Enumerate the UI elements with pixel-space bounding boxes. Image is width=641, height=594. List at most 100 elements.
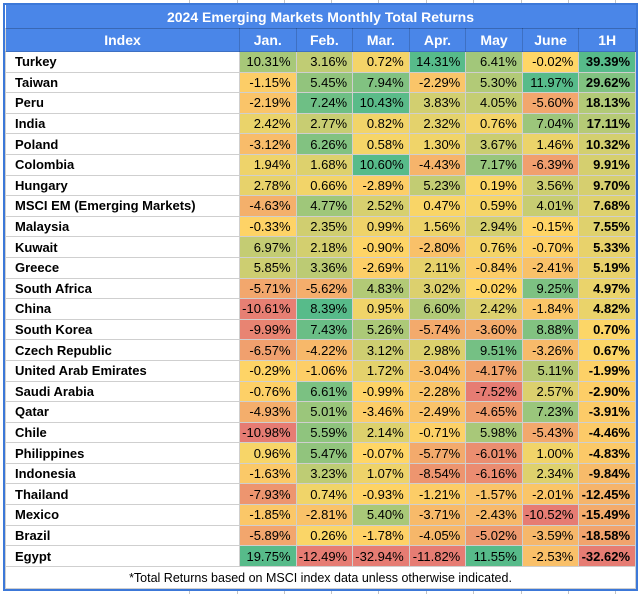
table-row: Malaysia -0.33% 2.35% 0.99% 1.56% 2.94% -0.15%…: [5, 215, 636, 238]
gridline-tick: [331, 591, 332, 594]
monthly-return-cell: -6.01%: [465, 442, 523, 464]
monthly-return-cell: -2.89%: [352, 174, 410, 197]
monthly-return-cell: 1.72%: [352, 359, 410, 382]
monthly-return-cell: -5.71%: [239, 277, 297, 300]
monthly-return-cell: 8.39%: [295, 298, 354, 320]
row-label: Egypt: [5, 545, 240, 567]
monthly-return-cell: -2.41%: [521, 256, 580, 279]
monthly-return-cell: 5.85%: [239, 256, 297, 279]
monthly-return-cell: 4.05%: [465, 92, 523, 114]
monthly-return-cell: 0.74%: [295, 483, 354, 506]
table-row: Egypt 19.75% -12.49% -32.94% -11.82% 11.55% -2…: [5, 545, 636, 567]
monthly-return-cell: -0.84%: [465, 256, 523, 279]
monthly-return-cell: -0.33%: [239, 215, 297, 238]
monthly-return-cell: 0.76%: [465, 112, 523, 135]
returns-table-frame: 2024 Emerging Markets Monthly Total Retu…: [3, 3, 638, 591]
monthly-return-cell: 0.72%: [352, 51, 410, 73]
monthly-return-cell: -0.15%: [521, 215, 580, 238]
monthly-return-cell: 1.46%: [521, 133, 580, 155]
monthly-return-cell: -4.65%: [465, 401, 523, 423]
total-return-cell: -12.45%: [578, 483, 636, 506]
monthly-return-cell: 7.94%: [352, 71, 410, 94]
monthly-return-cell: -3.59%: [521, 524, 580, 547]
monthly-return-cell: 3.56%: [521, 174, 580, 197]
total-return-cell: 5.33%: [578, 236, 636, 258]
row-label: Saudi Arabia: [5, 380, 240, 403]
monthly-return-cell: -8.54%: [408, 462, 467, 485]
monthly-return-cell: -4.63%: [239, 195, 297, 217]
total-return-cell: -9.84%: [578, 462, 636, 485]
monthly-return-cell: -3.26%: [521, 339, 580, 361]
monthly-return-cell: -0.02%: [521, 51, 580, 73]
monthly-return-cell: -6.57%: [239, 339, 297, 361]
monthly-return-cell: 2.94%: [465, 215, 523, 238]
monthly-return-cell: -5.62%: [295, 277, 354, 300]
monthly-return-cell: -2.49%: [408, 401, 467, 423]
gridline-tick: [568, 591, 569, 594]
table-row: Thailand -7.93% 0.74% -0.93% -1.21% -1.57% -2.…: [5, 483, 636, 506]
gridline-tick: [331, 0, 332, 3]
table-row: Mexico -1.85% -2.81% 5.40% -3.71% -2.43% -10.5…: [5, 504, 636, 526]
monthly-return-cell: 10.60%: [352, 153, 410, 176]
monthly-return-cell: -0.29%: [239, 359, 297, 382]
monthly-return-cell: 4.01%: [521, 195, 580, 217]
monthly-return-cell: -4.05%: [408, 524, 467, 547]
total-return-cell: -15.49%: [578, 504, 636, 526]
monthly-return-cell: 0.19%: [465, 174, 523, 197]
total-return-cell: 39.39%: [578, 51, 636, 73]
row-label: Czech Republic: [5, 339, 240, 361]
column-header-1h: 1H: [578, 28, 636, 52]
table-row: Indonesia -1.63% 3.23% 1.07% -8.54% -6.16% 2.3…: [5, 462, 636, 485]
table-row: Kuwait 6.97% 2.18% -0.90% -2.80% 0.76% -0.70% 5…: [5, 236, 636, 258]
monthly-return-cell: 5.59%: [295, 421, 354, 444]
monthly-return-cell: 2.35%: [295, 215, 354, 238]
monthly-return-cell: -0.70%: [521, 236, 580, 258]
total-return-cell: -32.62%: [578, 545, 636, 567]
monthly-return-cell: 1.30%: [408, 133, 467, 155]
table-row: Greece 5.85% 3.36% -2.69% 2.11% -0.84% -2.41% 5…: [5, 256, 636, 279]
monthly-return-cell: 5.11%: [521, 359, 580, 382]
row-label: Chile: [5, 421, 240, 444]
column-header-jan: Jan.: [239, 28, 297, 52]
monthly-return-cell: 2.18%: [295, 236, 354, 258]
monthly-return-cell: 5.98%: [465, 421, 523, 444]
table-row: Colombia 1.94% 1.68% 10.60% -4.43% 7.17% -6.39…: [5, 153, 636, 176]
monthly-return-cell: 2.42%: [239, 112, 297, 135]
monthly-return-cell: -0.90%: [352, 236, 410, 258]
monthly-return-cell: 1.00%: [521, 442, 580, 464]
monthly-return-cell: 14.31%: [408, 51, 467, 73]
monthly-return-cell: 0.66%: [295, 174, 354, 197]
monthly-return-cell: 5.01%: [295, 401, 354, 423]
table-row: Poland -3.12% 6.26% 0.58% 1.30% 3.67% 1.46% 10.…: [5, 133, 636, 155]
monthly-return-cell: 2.77%: [295, 112, 354, 135]
monthly-return-cell: 5.23%: [408, 174, 467, 197]
row-label: United Arab Emirates: [5, 359, 240, 382]
monthly-return-cell: -10.61%: [239, 298, 297, 320]
gridline-tick: [284, 0, 285, 3]
monthly-return-cell: -7.93%: [239, 483, 297, 506]
monthly-return-cell: 2.57%: [521, 380, 580, 403]
monthly-return-cell: 5.30%: [465, 71, 523, 94]
monthly-return-cell: -10.98%: [239, 421, 297, 444]
monthly-return-cell: -5.60%: [521, 92, 580, 114]
monthly-return-cell: 6.97%: [239, 236, 297, 258]
total-return-cell: 4.82%: [578, 298, 636, 320]
total-return-cell: -2.90%: [578, 380, 636, 403]
monthly-return-cell: 4.83%: [352, 277, 410, 300]
monthly-return-cell: 7.17%: [465, 153, 523, 176]
gridline-tick: [473, 591, 474, 594]
monthly-return-cell: -0.93%: [352, 483, 410, 506]
gridline-tick: [473, 0, 474, 3]
monthly-return-cell: -6.16%: [465, 462, 523, 485]
gridline-tick: [568, 0, 569, 3]
table-row: Peru -2.19% 7.24% 10.43% 3.83% 4.05% -5.60% 18.…: [5, 92, 636, 114]
monthly-return-cell: -2.43%: [465, 504, 523, 526]
row-label: India: [5, 112, 240, 135]
total-return-cell: 4.97%: [578, 277, 636, 300]
monthly-return-cell: 11.55%: [465, 545, 523, 567]
row-label: Mexico: [5, 504, 240, 526]
total-return-cell: 18.13%: [578, 92, 636, 114]
table-title: 2024 Emerging Markets Monthly Total Retu…: [5, 5, 636, 29]
total-return-cell: 17.11%: [578, 112, 636, 135]
monthly-return-cell: 1.07%: [352, 462, 410, 485]
